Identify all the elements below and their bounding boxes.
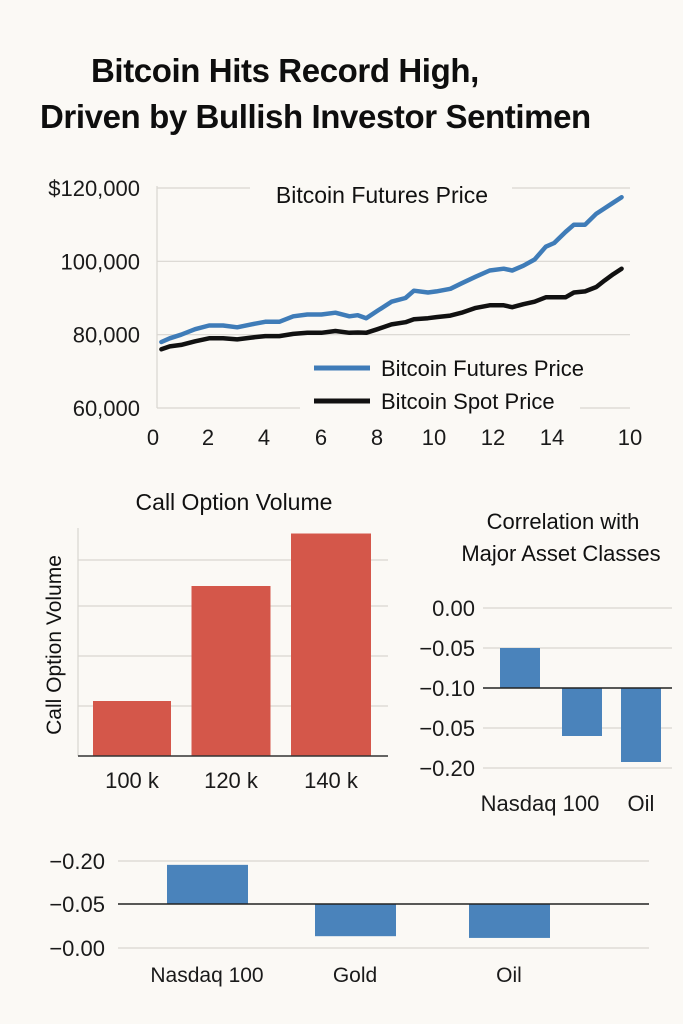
x-tick-label: 4: [258, 425, 270, 450]
legend-label-futures: Bitcoin Futures Price: [381, 356, 584, 381]
y-tick-label: 80,000: [73, 323, 140, 348]
line-chart-legend: Bitcoin Futures Price Bitcoin Spot Price: [314, 356, 584, 414]
headline-line-1: Bitcoin Hits Record High,: [91, 52, 479, 89]
x-tick-label: 10: [422, 425, 446, 450]
call-chart-y-label: Call Option Volume: [43, 555, 66, 735]
x-tick-label: 120 k: [204, 768, 259, 793]
corr-chart-title-line-2: Major Asset Classes: [461, 541, 660, 566]
y-tick-label: $120,000: [48, 176, 140, 201]
corr-chart-title-line-1: Correlation with: [487, 509, 640, 534]
x-tick-label: 100 k: [105, 768, 160, 793]
line-chart-title: Bitcoin Futures Price: [276, 182, 488, 208]
y-tick-label: 100,000: [60, 249, 140, 274]
correlation-bar: [167, 864, 248, 904]
bottom-correlation-chart: −0.20 −0.05 −0.00 Nasdaq 100 Gold Oil: [49, 849, 649, 987]
correlation-bar: [315, 904, 396, 937]
corr-x-tick-label: Nasdaq 100: [481, 791, 600, 816]
x-tick-label: 2: [202, 425, 214, 450]
y-tick-label: −0.05: [419, 636, 475, 661]
x-tick-label: 14: [540, 425, 564, 450]
headline-line-2: Driven by Bullish Investor Sentimen: [40, 98, 591, 135]
y-tick-label: −0.05: [419, 716, 475, 741]
x-tick-label: 10: [618, 425, 642, 450]
call-volume-bar: [291, 533, 371, 756]
spot-price-line: [159, 266, 624, 352]
x-tick-label: 0: [147, 425, 159, 450]
x-tick-label: 12: [481, 425, 505, 450]
x-tick-label: 140 k: [304, 768, 359, 793]
x-tick-label: Nasdaq 100: [150, 964, 263, 987]
y-tick-label: 60,000: [73, 396, 140, 421]
call-volume-bar: [93, 701, 171, 756]
futures-price-line: [159, 194, 624, 345]
call-volume-bar: [191, 586, 271, 756]
x-tick-label: Oil: [496, 964, 522, 987]
y-tick-label: −0.05: [49, 892, 105, 917]
call-chart-title: Call Option Volume: [136, 489, 333, 515]
y-tick-label: −0.20: [49, 849, 105, 874]
y-tick-label: −0.10: [419, 676, 475, 701]
legend-label-spot: Bitcoin Spot Price: [381, 389, 555, 414]
price-line-chart: Bitcoin Futures Price $120,000 100,000 80,…: [48, 176, 642, 450]
correlation-bar: [621, 688, 661, 762]
call-option-volume-chart: Call Option Volume Call Option Volume 10…: [43, 489, 388, 793]
correlation-bar: [469, 904, 550, 938]
correlation-bar: [500, 648, 540, 688]
correlation-chart: Correlation with Major Asset Classes 0.0…: [419, 509, 672, 816]
y-tick-label: 0.00: [432, 596, 475, 621]
y-tick-label: −0.20: [419, 756, 475, 781]
y-tick-label: −0.00: [49, 936, 105, 961]
corr-x-tick-label: Oil: [628, 791, 655, 816]
x-tick-label: 8: [371, 425, 383, 450]
x-tick-label: Gold: [333, 964, 377, 987]
correlation-bar: [562, 688, 602, 736]
x-tick-label: 6: [315, 425, 327, 450]
